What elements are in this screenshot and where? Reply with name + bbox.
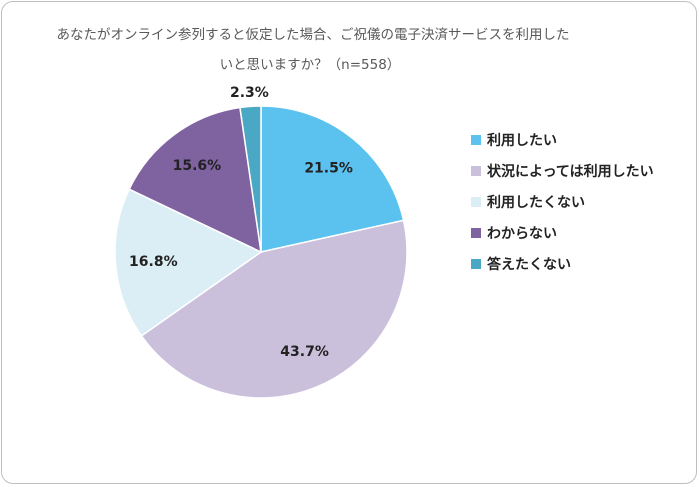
legend-label: わからない <box>487 225 557 242</box>
legend: 利用したい状況によっては利用したい 利用したくない わからない答えたくない <box>471 124 654 279</box>
legend-swatch <box>471 196 481 207</box>
legend-swatch <box>471 165 481 176</box>
chart-title: あなたがオンライン参列すると仮定した場合、ご祝儀の電子決済サービスを利用した い… <box>0 20 620 80</box>
legend-swatch <box>471 134 481 145</box>
title-line-1: あなたがオンライン参列すると仮定した場合、ご祝儀の電子決済サービスを利用した <box>56 27 570 43</box>
legend-label: 状況によっては利用したい <box>487 163 654 180</box>
data-label-1: 43.7% <box>280 344 329 360</box>
legend-swatch <box>471 227 481 238</box>
legend-label: 利用したい <box>487 132 557 149</box>
pie-slice-3 <box>128 106 262 254</box>
legend-label: 利用したくない <box>487 194 585 211</box>
pie-slice-1 <box>140 219 408 399</box>
pie-slice-4 <box>239 105 262 253</box>
legend-item-3: わからない <box>471 217 654 248</box>
pie-slice-0 <box>260 105 405 253</box>
data-label-4: 2.3% <box>230 85 269 101</box>
pie-slice-2 <box>114 188 263 337</box>
title-line-2: いと思いますか？（n=558） <box>219 57 401 73</box>
legend-item-0: 利用したい <box>471 124 654 155</box>
legend-item-2: 利用したくない <box>471 186 654 217</box>
data-label-3: 15.6% <box>173 158 222 174</box>
data-label-2: 16.8% <box>129 254 178 270</box>
legend-item-1: 状況によっては利用したい <box>471 155 654 186</box>
legend-label: 答えたくない <box>487 256 571 273</box>
legend-swatch <box>471 258 481 269</box>
legend-item-4: 答えたくない <box>471 248 654 279</box>
data-label-0: 21.5% <box>304 161 353 177</box>
